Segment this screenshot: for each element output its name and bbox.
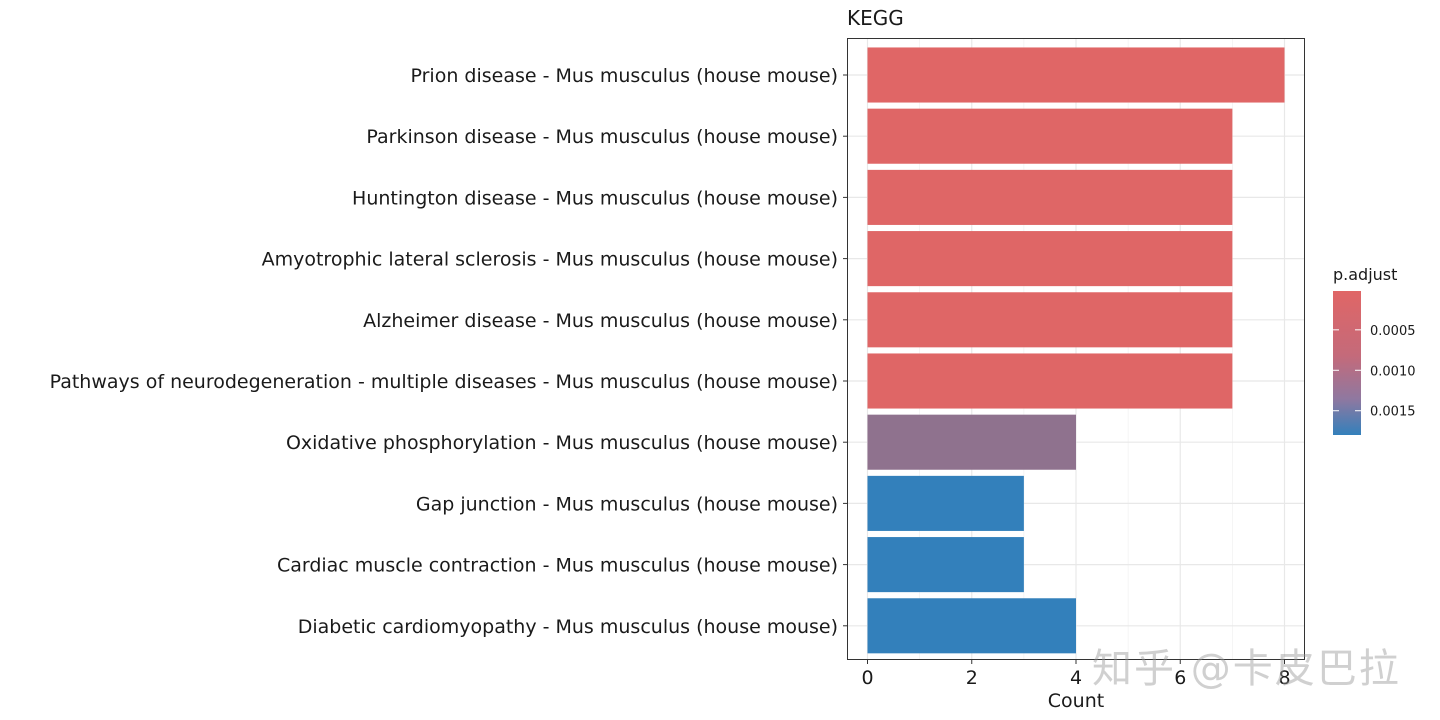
watermark: 知乎 @卡皮巴拉 (1092, 646, 1401, 692)
chart-title: KEGG (847, 6, 904, 30)
bar (867, 537, 1024, 593)
x-tick-label: 4 (1070, 667, 1082, 689)
y-tick-label: Cardiac muscle contraction - Mus musculu… (277, 555, 838, 577)
y-axis: Prion disease - Mus musculus (house mous… (50, 65, 848, 638)
legend-tick-label: 0.0010 (1370, 364, 1416, 379)
bar (867, 169, 1233, 225)
y-tick-label: Alzheimer disease - Mus musculus (house … (363, 310, 838, 332)
bars-group (867, 47, 1285, 654)
x-tick-label: 8 (1278, 667, 1290, 689)
bar (867, 598, 1076, 654)
bar (867, 108, 1233, 164)
x-tick-label: 0 (861, 667, 873, 689)
y-tick-label: Parkinson disease - Mus musculus (house … (366, 126, 838, 148)
bar (867, 353, 1233, 409)
legend-colorbar (1333, 291, 1361, 435)
y-tick-label: Diabetic cardiomyopathy - Mus musculus (… (298, 616, 838, 638)
bar (867, 231, 1233, 287)
legend-title: p.adjust (1333, 265, 1397, 284)
x-axis: 0 2 4 6 8 (861, 659, 1291, 689)
y-tick-label: Amyotrophic lateral sclerosis - Mus musc… (262, 249, 838, 271)
x-tick-label: 6 (1174, 667, 1186, 689)
y-tick-label: Oxidative phosphorylation - Mus musculus… (286, 432, 838, 454)
y-tick-label: Huntington disease - Mus musculus (house… (352, 187, 838, 209)
color-legend: p.adjust 0.0005 0.0010 0.0015 (1333, 265, 1416, 435)
legend-tick-label: 0.0005 (1370, 324, 1416, 339)
bar (867, 414, 1076, 470)
x-tick-label: 2 (966, 667, 978, 689)
x-axis-title: Count (1048, 690, 1104, 712)
y-tick-label: Gap junction - Mus musculus (house mouse… (416, 493, 838, 515)
bar (867, 292, 1233, 348)
y-tick-label: Prion disease - Mus musculus (house mous… (410, 65, 838, 87)
bar (867, 47, 1285, 103)
legend-tick-label: 0.0015 (1370, 405, 1416, 420)
bar (867, 475, 1024, 531)
y-tick-label: Pathways of neurodegeneration - multiple… (50, 371, 838, 393)
